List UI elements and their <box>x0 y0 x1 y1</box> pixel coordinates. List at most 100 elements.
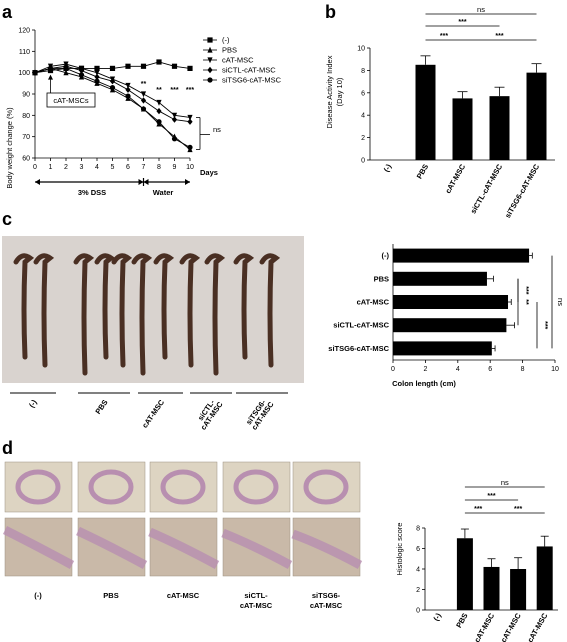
panel-letter-d: d <box>2 438 13 458</box>
panel-a-annotation: cAT-MSCs <box>53 96 89 105</box>
panel-b-ytick-label: 8 <box>361 68 365 75</box>
panel-d-ytick-label: 6 <box>416 546 420 553</box>
panel-a-xtick-label: 4 <box>95 164 99 171</box>
panel-a-point <box>109 65 116 71</box>
panel-a-ytick-label: 90 <box>22 92 30 99</box>
panel-c-colon-specimen <box>259 253 281 368</box>
panel-a-xtick-label: 3 <box>80 164 84 171</box>
panel-c-colon-specimen <box>204 253 226 376</box>
panel-a-legend-label: siTSG6-cAT-MSC <box>222 76 282 85</box>
panel-a-point <box>156 59 162 65</box>
panel-d-tissue-layer <box>148 527 220 569</box>
panel-a-xtick-label: 0 <box>33 164 37 171</box>
panel-b-ytick-label: 4 <box>361 113 365 120</box>
panel-c-category-label: siTSG6-cAT-MSC <box>328 344 389 353</box>
panel-c-bar <box>393 318 507 333</box>
panel-c-colon-specimen <box>131 253 153 376</box>
panel-c-colon-photo <box>2 236 304 383</box>
panel-b-ytick-label: 0 <box>361 158 365 165</box>
panel-d-sig-label: ns <box>501 478 509 487</box>
panel-d-ylabel: Histologic score <box>395 523 404 576</box>
panel-a-legend-marker <box>207 57 213 64</box>
panel-a-point <box>47 65 54 71</box>
panel-a-ytick-label: 60 <box>22 156 30 163</box>
panel-d-photo-label: siCTL- <box>244 591 268 600</box>
panel-d-histology-lowmag <box>77 461 146 513</box>
panel-a-xtick-label: 5 <box>111 164 115 171</box>
panel-b-category-label: (-) <box>382 162 394 173</box>
panel-c-colon-specimen <box>13 253 35 360</box>
panel-a-point <box>78 67 85 74</box>
panel-a-point <box>156 107 162 115</box>
panel-letter-c: c <box>2 209 12 229</box>
panel-a-water-arrow-head <box>143 179 149 185</box>
panel-b-category-label: siCTL-cAT-MSC <box>469 162 505 215</box>
panel-c-xlabel: Colon length (cm) <box>392 379 456 388</box>
panel-c-colon-specimen <box>179 253 201 368</box>
panel-d-category-label: PBS <box>454 612 470 630</box>
panel-d-tissue-layer <box>76 526 148 569</box>
panel-d-sig-label: *** <box>474 506 482 513</box>
panel-b-ylabel2: (Day 10) <box>335 77 344 106</box>
panel-a-ytick-label: 110 <box>19 49 30 56</box>
panel-d-tissue-layer <box>291 529 363 569</box>
panel-c-sig-label: *** <box>541 321 548 329</box>
panel-a-sig-label: ** <box>156 87 162 94</box>
panel-a-point <box>125 93 131 99</box>
panel-a-point <box>171 116 178 123</box>
panel-a-dss-arrow-head <box>35 179 40 185</box>
panel-c-sig-label: ns <box>556 298 565 306</box>
panel-c-colon-specimen <box>73 253 95 376</box>
panel-a-arrow-head <box>48 74 53 80</box>
panel-a-xtick-label: 2 <box>64 164 68 171</box>
panel-c-sig-label: *** <box>522 286 529 294</box>
panel-a-point <box>94 78 100 84</box>
panel-a-legend-marker <box>207 46 213 53</box>
panel-a-point <box>187 65 193 71</box>
panel-c-bar <box>393 271 487 286</box>
panel-b-bar <box>452 98 473 160</box>
panel-c-category-label: cAT-MSC <box>357 298 390 307</box>
panel-d-bar <box>483 566 500 610</box>
panel-b-sig-label: *** <box>458 19 466 26</box>
panel-b-sig-label: *** <box>440 33 448 40</box>
panel-d-sig-label: *** <box>487 493 495 500</box>
panel-a-xtick-label: 6 <box>126 164 130 171</box>
panel-a-xtick-label: 10 <box>186 164 194 171</box>
panel-c-category-label: (-) <box>382 251 390 260</box>
panel-d-sig-label: *** <box>514 506 522 513</box>
panel-c-colon-specimen <box>94 253 116 360</box>
panel-c-category-label: siCTL-cAT-MSC <box>333 321 389 330</box>
panel-d-ytick-label: 2 <box>416 587 420 594</box>
panel-c-group-label: cAT-MSC <box>140 398 166 430</box>
panel-a-dss-label: 3% DSS <box>78 188 106 197</box>
panel-d-photo-label: (-) <box>34 591 42 600</box>
panel-c-group-label: PBS <box>93 398 109 416</box>
panel-a-sig-label: ** <box>141 81 147 88</box>
panel-a-point <box>94 73 100 81</box>
panel-a-point <box>171 136 178 142</box>
panel-d-category-label: (-) <box>431 611 443 622</box>
panel-c-xtick-label: 0 <box>391 366 395 373</box>
panel-a-point <box>140 97 147 104</box>
panel-d-photo-label: cAT-MSC <box>240 601 273 610</box>
panel-c-category-label: PBS <box>374 274 389 283</box>
panel-a-ylabel: Body weight change (%) <box>5 107 14 189</box>
panel-a-ytick-label: 70 <box>22 134 30 141</box>
panel-a-xtick-label: 9 <box>173 164 177 171</box>
panel-c-bar <box>393 248 530 263</box>
panel-c-group-label: (-) <box>27 398 39 410</box>
panel-a-xtick-label: 8 <box>157 164 161 171</box>
panel-c-sig-label: ** <box>522 299 529 305</box>
panel-d-ytick-label: 0 <box>416 608 420 615</box>
panel-a-legend-label: PBS <box>222 46 237 55</box>
panel-d-bar <box>536 546 553 610</box>
panel-b-bar <box>526 72 547 160</box>
panel-a-point <box>187 118 193 125</box>
panel-d-colon-section <box>160 469 206 505</box>
panel-a-ytick-label: 80 <box>22 113 30 120</box>
panel-a-legend-marker <box>207 77 213 83</box>
panel-d-bar <box>510 569 527 610</box>
panel-d-category-label: cAT-MSC <box>472 611 496 642</box>
